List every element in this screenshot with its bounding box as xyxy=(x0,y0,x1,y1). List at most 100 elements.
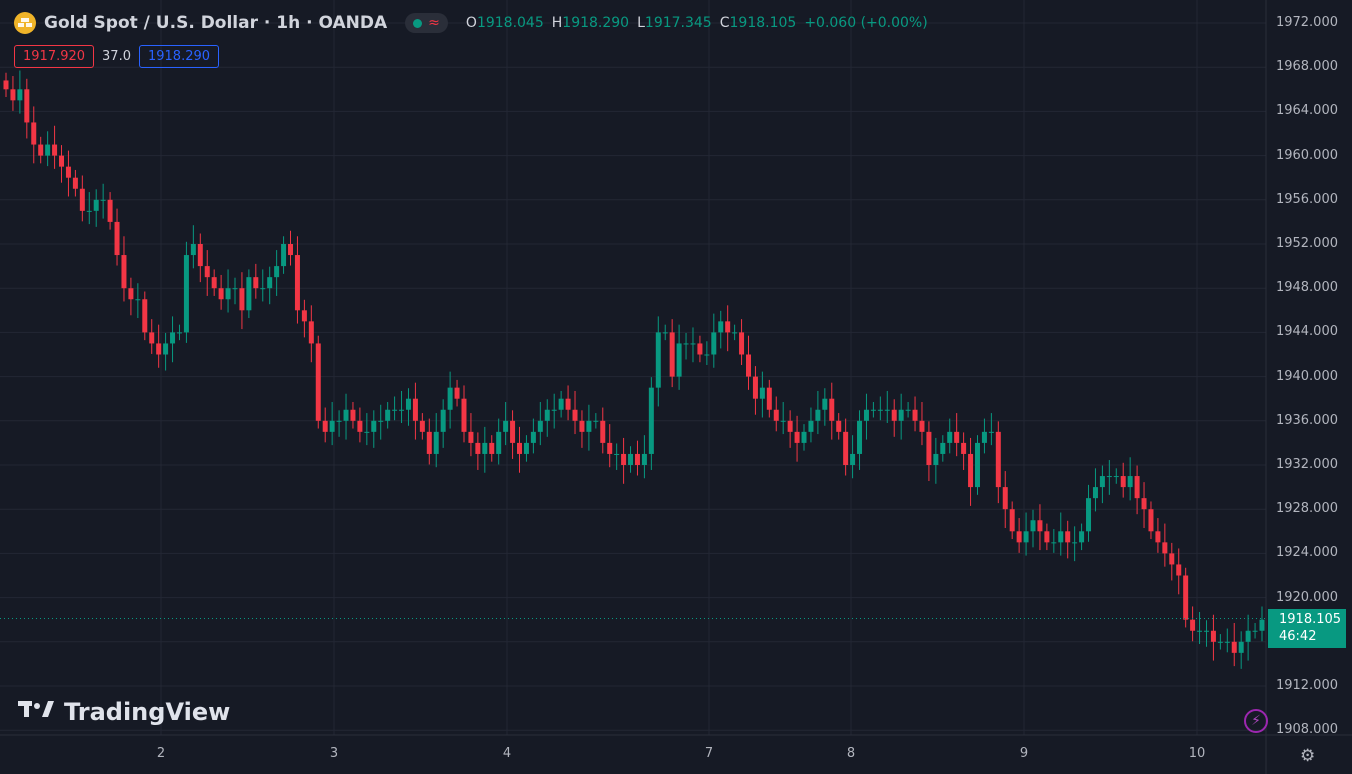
candle-body xyxy=(1058,531,1064,543)
candle-body xyxy=(24,89,30,123)
candle-body xyxy=(572,409,578,421)
candle-body xyxy=(329,420,335,432)
candle-body xyxy=(600,420,606,443)
candle-body xyxy=(3,80,9,90)
candle-body xyxy=(752,376,758,399)
spread-value: 37.0 xyxy=(102,49,131,64)
candle-body xyxy=(857,420,863,454)
candle-body xyxy=(10,89,16,101)
candle-body xyxy=(1030,520,1036,532)
candle-body xyxy=(156,343,162,355)
market-open-dot-icon xyxy=(413,18,423,28)
candle-body xyxy=(836,420,842,432)
candle-body xyxy=(461,398,467,432)
lightning-icon[interactable]: ⚡ xyxy=(1244,709,1268,733)
candle-body xyxy=(211,277,217,289)
candle-body xyxy=(267,277,273,289)
candle-body xyxy=(385,409,391,421)
candle-body xyxy=(135,299,141,301)
candle-body xyxy=(503,420,509,432)
candle-body xyxy=(954,431,960,443)
candle-body xyxy=(961,442,967,454)
candle-body xyxy=(1079,531,1085,543)
candle-body xyxy=(1113,476,1119,478)
candle-body xyxy=(38,144,44,156)
change-value: +0.060 (+0.00%) xyxy=(804,15,928,31)
candle-body xyxy=(45,144,51,156)
candle-body xyxy=(468,431,474,443)
candle-body xyxy=(440,409,446,432)
candle-body xyxy=(530,431,536,443)
current-price-value: 1918.105 xyxy=(1279,612,1342,627)
candle-body xyxy=(607,442,613,454)
candle-body xyxy=(52,144,58,156)
candle-body xyxy=(891,409,897,421)
settings-icon[interactable]: ⚙ xyxy=(1300,746,1316,766)
candle-body xyxy=(1190,619,1196,631)
candle-body xyxy=(149,332,155,344)
symbol-title[interactable]: Gold Spot / U.S. Dollar · 1h · OANDA xyxy=(44,13,388,33)
candle-body xyxy=(308,321,314,344)
candle-body xyxy=(981,431,987,443)
candle-body xyxy=(655,332,661,388)
candle-body xyxy=(780,420,786,422)
candle-body xyxy=(614,453,620,455)
candle-body xyxy=(412,398,418,421)
candle-body xyxy=(593,420,599,422)
candle-body xyxy=(565,398,571,410)
candle-body xyxy=(725,321,731,333)
candle-body xyxy=(690,343,696,345)
price-tick-label: 1940.000 xyxy=(1275,368,1338,384)
candle-body xyxy=(489,442,495,454)
price-tick-label: 1912.000 xyxy=(1275,678,1338,693)
price-tick-label: 1908.000 xyxy=(1275,722,1338,738)
candle-body xyxy=(1183,575,1189,620)
time-tick-label: 4 xyxy=(502,746,512,761)
candle-body xyxy=(794,431,800,443)
candle-body xyxy=(704,354,710,356)
candle-body xyxy=(850,453,856,465)
candle-body xyxy=(718,321,724,333)
candle-body xyxy=(1169,553,1175,565)
open-label: O xyxy=(465,15,477,31)
candle-body xyxy=(1016,531,1022,543)
candle-body xyxy=(1023,531,1029,543)
candle-body xyxy=(683,343,689,345)
candle-body xyxy=(919,420,925,432)
candle-body xyxy=(933,453,939,465)
low-label: L xyxy=(637,15,645,31)
candle-body xyxy=(1224,641,1230,643)
candle-body xyxy=(662,332,668,334)
candle-body xyxy=(336,420,342,422)
candle-body xyxy=(815,409,821,421)
candle-body xyxy=(863,409,869,421)
candle-body xyxy=(225,288,231,300)
price-tick-label: 1964.000 xyxy=(1275,103,1338,119)
candle-body xyxy=(232,288,238,290)
candle-body xyxy=(190,244,196,256)
candle-body xyxy=(1127,476,1133,488)
close-label: C xyxy=(719,15,730,31)
candle-body xyxy=(72,177,78,189)
candle-body xyxy=(482,442,488,454)
candle-body xyxy=(100,199,106,201)
candle-body xyxy=(343,409,349,421)
candle-body xyxy=(787,420,793,432)
status-pill[interactable]: ≈ xyxy=(405,13,448,33)
price-tick-label: 1960.000 xyxy=(1275,147,1338,163)
candle-body xyxy=(1086,498,1092,532)
candle-body xyxy=(544,409,550,421)
buy-button[interactable]: 1918.290 xyxy=(138,45,220,68)
candle-body xyxy=(496,431,502,454)
candle-body xyxy=(968,453,974,488)
candle-body xyxy=(801,431,807,443)
high-label: H xyxy=(551,15,563,31)
tradingview-watermark[interactable]: TradingView xyxy=(18,698,230,726)
sell-button[interactable]: 1917.920 xyxy=(14,45,95,68)
candle-body xyxy=(114,221,120,256)
candle-body xyxy=(454,387,460,399)
candle-body xyxy=(253,277,259,289)
time-tick-label: 8 xyxy=(846,746,856,761)
candle-body xyxy=(183,255,189,333)
